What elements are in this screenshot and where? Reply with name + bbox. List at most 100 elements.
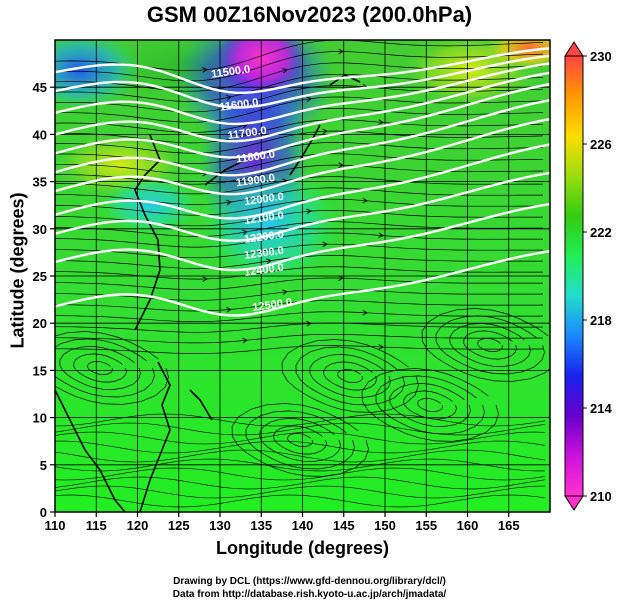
x-tick-label-115: 115: [86, 518, 107, 533]
streamline-24: [55, 311, 544, 323]
streamline-17: [55, 232, 543, 248]
streamline-4: [55, 85, 544, 113]
swirl-2-44: [421, 308, 550, 382]
swirl-0-44: [55, 331, 169, 405]
streamline-arrow-14: [226, 199, 232, 206]
streamline-low-3: [55, 440, 546, 454]
y-tick-label-25: 25: [33, 269, 47, 284]
contour-12100.0: [55, 117, 550, 196]
chart-title: GSM 00Z16Nov2023 (200.0hPa): [146, 2, 473, 27]
streamline-21: [55, 277, 543, 291]
contour-11500.0: [55, 47, 550, 94]
swirl-1-44: [281, 339, 419, 413]
x-tick-label-155: 155: [415, 518, 437, 533]
swirl-2-35: [435, 315, 545, 375]
colorbar-gradient: [564, 55, 584, 497]
swirl-1-26: [309, 354, 391, 398]
x-axis-label: Longitude (degrees): [215, 538, 389, 558]
x-tick-label-135: 135: [250, 518, 272, 533]
x-tick-label-110: 110: [45, 518, 66, 533]
streamline-low-6: [55, 467, 546, 481]
credit-data: Data from http://database.rish.kyoto-u.a…: [172, 589, 447, 600]
lat-lon-grid: [55, 40, 550, 512]
contour-11800.0: [55, 71, 550, 143]
y-tick-label-35: 35: [33, 175, 47, 190]
streamline-arrow-17: [242, 229, 248, 236]
colorbar-max-triangle: [564, 41, 584, 57]
streamline-low-8: [55, 485, 546, 499]
streamline-arrow-28: [378, 344, 384, 350]
streamline-low-7: [55, 476, 546, 490]
y-tick-label-20: 20: [33, 316, 47, 331]
swirl-3-35: [375, 375, 485, 435]
streamline-2: [55, 62, 544, 92]
y-tick-label-40: 40: [33, 127, 47, 142]
streamline-arrow-18: [378, 232, 384, 239]
x-tick-label-140: 140: [292, 518, 314, 533]
colorbar-label-218: 218: [590, 313, 612, 328]
contour-12500.0: [55, 250, 550, 317]
y-tick-label-45: 45: [33, 80, 47, 95]
streamline-arrow-4: [226, 94, 232, 101]
colorbar: 210 214 218 222 226 230: [564, 41, 612, 511]
streamline-14: [55, 198, 543, 216]
streamline-arrow-24: [226, 306, 232, 313]
coastlines: [55, 74, 361, 512]
x-tick-label-125: 125: [168, 518, 190, 533]
streamline-low-5: [55, 458, 545, 472]
credit-drawing: Drawing by DCL (https://www.gfd-dennou.o…: [173, 576, 446, 587]
streamline-low-2: [55, 431, 546, 445]
contour-label-12100.0: 12100.0: [243, 210, 284, 227]
streamline-11: [55, 164, 544, 185]
contour-11700.0: [55, 62, 550, 126]
swirl-0-35: [55, 338, 155, 398]
streamline-arrow-25: [362, 309, 368, 316]
swirl-2-8: [477, 338, 503, 352]
streamline-3: [55, 73, 544, 102]
swirl-0-17: [73, 353, 127, 383]
y-axis-ticks: 0 5 10 15 20 25 30 35 40 45: [33, 80, 55, 520]
x-tick-label-150: 150: [374, 518, 396, 533]
colorbar-label-222: 222: [590, 225, 612, 240]
swirl-4-35: [245, 410, 355, 470]
streamline-arrow-12: [338, 162, 344, 168]
streamline-low-4: [55, 449, 546, 463]
streamline-10: [55, 153, 544, 175]
contour-label-12300.0: 12300.0: [243, 245, 284, 262]
contour-label-11600.0: 11600.0: [219, 96, 259, 113]
x-tick-label-165: 165: [498, 518, 520, 533]
streamline-low-1: [55, 422, 546, 436]
swirl-2-17: [463, 330, 517, 360]
height-contours: 11500.011600.011700.011800.011900.012000…: [55, 47, 550, 317]
swirl-0-8: [87, 361, 113, 375]
streamline-arrow-19: [322, 241, 328, 248]
streamline-arrow-22: [338, 275, 344, 281]
streamline-arrow-2: [338, 48, 344, 55]
streamline-arrow-16: [306, 208, 312, 215]
streamline-1: [55, 51, 544, 82]
streamline-16: [55, 221, 543, 237]
swirl-4-17: [273, 425, 327, 455]
streamline-22: [55, 288, 544, 301]
x-axis-ticks: 110 115 120 125 130 135 140 145 150 155 160 165: [45, 512, 520, 533]
contour-label-11900.0: 11900.0: [235, 172, 275, 189]
colorbar-label-226: 226: [590, 137, 612, 152]
contour-label-12400.0: 12400.0: [243, 262, 284, 279]
contour-12000.0: [55, 99, 550, 177]
contour-12300.0: [55, 171, 550, 242]
streamline-5: [55, 96, 544, 123]
swirl-1-35: [295, 346, 405, 406]
x-tick-label-160: 160: [457, 518, 479, 533]
x-tick-label-120: 120: [127, 518, 149, 533]
streamline-arrow-9: [322, 128, 328, 135]
colorbar-label-210: 210: [590, 489, 612, 504]
streamline-arrow-21: [202, 276, 208, 282]
streamline-arrow-3: [281, 68, 288, 74]
streamline-low-9: [55, 494, 546, 508]
contour-label-11500.0: 11500.0: [210, 63, 250, 80]
contour-12400.0: [55, 202, 550, 272]
swirl-4-8: [287, 433, 313, 447]
contour-12200.0: [55, 143, 550, 220]
streamline-arrow-1: [202, 67, 208, 73]
